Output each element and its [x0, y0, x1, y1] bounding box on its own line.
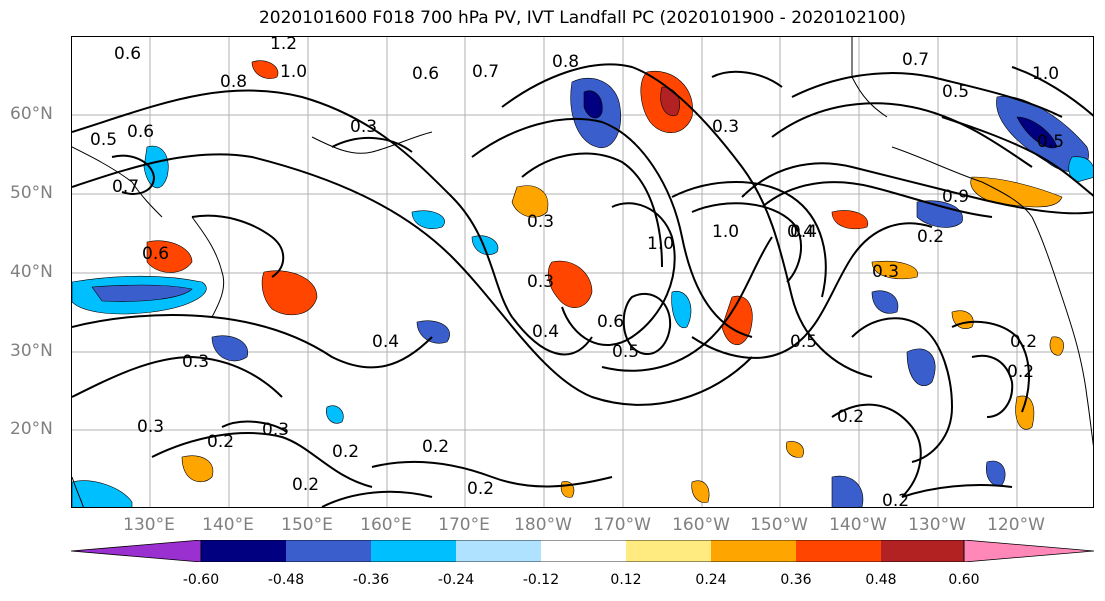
lat-label: 30°N — [10, 341, 53, 361]
map-panel: 1.2 1.0 0.7 0.6 0.6 0.8 0.8 0.5 0.5 0.6 … — [71, 36, 1094, 508]
lon-label: 180°W — [514, 515, 572, 535]
colorbar-tick-label: -0.24 — [437, 572, 475, 588]
contour-label: 0.4 — [532, 322, 559, 342]
contour-label: 0.2 — [837, 407, 864, 427]
colorbar-segment — [201, 540, 286, 562]
contour-label-group: 1.2 1.0 0.7 0.6 0.6 0.8 0.8 0.5 0.5 0.6 … — [90, 37, 1064, 508]
contour-label: 0.6 — [142, 244, 169, 264]
colorbar-segment — [286, 540, 371, 562]
lon-label: 160°E — [360, 515, 412, 535]
lat-label: 50°N — [10, 183, 53, 203]
contour-label: 0.6 — [114, 44, 141, 64]
contour-label: 0.5 — [790, 332, 817, 352]
colorbar-tick-label: 0.60 — [948, 572, 980, 588]
contour-label: 1.0 — [1032, 64, 1059, 84]
graticule — [72, 37, 1093, 507]
colorbar-segment — [456, 540, 541, 562]
contour-label: 0.2 — [422, 437, 449, 457]
contour-label: 0.5 — [612, 342, 639, 362]
contour-label: 0.3 — [872, 262, 899, 282]
colorbar-tick-label: -0.48 — [267, 572, 305, 588]
colorbar-segment — [796, 540, 881, 562]
contour-label: 0.2 — [292, 475, 319, 495]
coastlines — [72, 37, 1093, 507]
contour-label: 0.3 — [527, 272, 554, 292]
lat-label: 20°N — [10, 419, 53, 439]
contour-label: 0.3 — [262, 420, 289, 440]
positive-anomalies — [146, 60, 1065, 503]
lat-label: 40°N — [10, 262, 53, 282]
contour-label: 0.5 — [942, 82, 969, 102]
contour-label: 0.2 — [1010, 332, 1037, 352]
lon-label: 130°E — [123, 515, 175, 535]
lon-label: 170°E — [438, 515, 490, 535]
colorbar-segment — [371, 540, 456, 562]
colorbar-segment — [881, 540, 964, 562]
contour-label: 0.3 — [712, 117, 739, 137]
contour-label: 0.5 — [1037, 132, 1064, 152]
lon-label: 170°W — [593, 515, 651, 535]
pv-contours — [72, 63, 1093, 507]
lon-label: 120°W — [987, 515, 1045, 535]
contour-label: 0.2 — [332, 442, 359, 462]
contour-label: 0.4 — [372, 332, 399, 352]
contour-label: 0.7 — [112, 177, 139, 197]
contour-label: 0.5 — [90, 130, 117, 150]
colorbar-tick-label: 0.48 — [865, 572, 897, 588]
colorbar-segment — [541, 540, 626, 562]
contour-label: 0.8 — [552, 52, 579, 72]
contour-label: 0.6 — [127, 122, 154, 142]
contour-label: 0.2 — [207, 432, 234, 452]
colorbar-extend-left — [71, 540, 202, 562]
contour-label: 0.8 — [220, 72, 247, 92]
contour-label: 0.4 — [787, 222, 814, 242]
lon-label: 160°W — [672, 515, 730, 535]
map-title: 2020101600 F018 700 hPa PV, IVT Landfall… — [258, 8, 906, 28]
contour-label: 0.3 — [137, 417, 164, 437]
map-svg: 1.2 1.0 0.7 0.6 0.6 0.8 0.8 0.5 0.5 0.6 … — [72, 37, 1093, 508]
contour-label: 0.6 — [597, 312, 624, 332]
colorbar-tick-label: 0.24 — [695, 572, 727, 588]
lon-label: 150°W — [750, 515, 808, 535]
contour-label: 0.3 — [182, 352, 209, 372]
contour-label: 0.6 — [412, 64, 439, 84]
contour-label: 0.3 — [350, 117, 377, 137]
colorbar-tick-label: 0.12 — [610, 572, 642, 588]
lat-label: 60°N — [10, 104, 53, 124]
colorbar-segment — [711, 540, 796, 562]
contour-label: 0.9 — [942, 187, 969, 207]
colorbar-tick-label: -0.12 — [522, 572, 560, 588]
contour-label: 0.2 — [1007, 362, 1034, 382]
negative-anomalies — [72, 77, 1093, 507]
colorbar — [71, 540, 1094, 562]
contour-label: 0.2 — [882, 491, 909, 508]
colorbar-tick-label: -0.60 — [182, 572, 220, 588]
lon-label: 130°W — [908, 515, 966, 535]
colorbar-extend-right — [963, 540, 1094, 562]
contour-label: 1.0 — [280, 62, 307, 82]
lon-label: 140°W — [829, 515, 887, 535]
contour-label: 0.2 — [917, 227, 944, 247]
contour-label: 0.2 — [467, 479, 494, 499]
lon-label: 140°E — [202, 515, 254, 535]
contour-label: 1.0 — [712, 222, 739, 242]
contour-label: 0.4 — [790, 222, 817, 242]
contour-label: 0.3 — [527, 212, 554, 232]
contour-label: 1.0 — [647, 234, 674, 254]
colorbar-segment — [626, 540, 711, 562]
colorbar-tick-label: -0.36 — [352, 572, 390, 588]
contour-label: 0.7 — [472, 62, 499, 82]
lon-label: 150°E — [281, 515, 333, 535]
contour-label: 0.7 — [902, 50, 929, 70]
colorbar-tick-label: 0.36 — [780, 572, 812, 588]
contour-label: 1.2 — [270, 37, 297, 54]
